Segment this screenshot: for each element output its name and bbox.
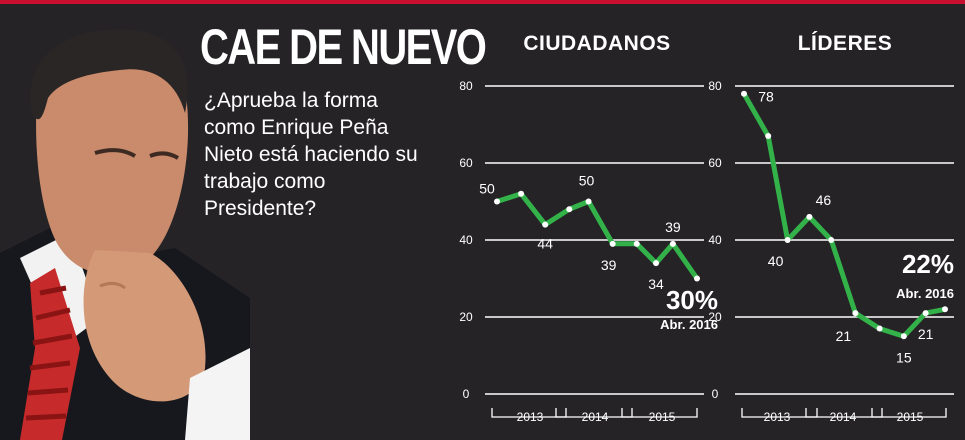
data-point (494, 198, 500, 205)
data-point (852, 310, 859, 317)
y-tick-label: 80 (708, 79, 722, 93)
year-bracket (555, 408, 633, 418)
data-point (900, 333, 907, 340)
data-label: 78 (758, 89, 774, 105)
year-bracket (621, 408, 698, 418)
latest-value: 22% (902, 249, 954, 279)
x-tick-label: 2013 (764, 410, 791, 424)
latest-date: Abr. 2016 (896, 286, 954, 301)
y-tick-label: 60 (459, 156, 473, 170)
data-label: 39 (601, 257, 617, 273)
data-point (828, 237, 835, 243)
chart-headline: CAE DE NUEVO (200, 19, 487, 75)
data-label: 34 (648, 276, 664, 292)
data-point (876, 325, 883, 332)
data-label: 46 (816, 192, 832, 208)
survey-question: ¿Aprueba la forma como Enrique Peña Niet… (204, 89, 418, 220)
y-tick-label: 20 (708, 310, 722, 324)
data-point (806, 213, 813, 220)
y-tick-label: 20 (459, 310, 473, 324)
data-label: 40 (768, 253, 784, 269)
data-label: 39 (665, 219, 681, 235)
president-photo (0, 18, 250, 440)
data-point (633, 240, 640, 247)
year-bracket (805, 408, 883, 418)
latest-date: Abr. 2016 (660, 317, 718, 332)
y-tick-label: 80 (459, 79, 473, 93)
data-point (542, 221, 549, 228)
data-point (609, 240, 616, 247)
x-tick-label: 2015 (649, 410, 676, 424)
data-point (942, 306, 948, 313)
data-point (653, 260, 660, 267)
x-tick-label: 2014 (582, 410, 609, 424)
data-label: 44 (537, 236, 553, 252)
panel-title: CIUDADANOS (523, 32, 670, 55)
data-point (741, 90, 747, 97)
chart-ciudadanos: CIUDADANOS 0 20 40 60 80 2013 2014 2015 50 44 50 39 3… (459, 32, 718, 424)
data-point (669, 240, 676, 247)
y-tick-label: 60 (708, 156, 722, 170)
y-tick-label: 40 (708, 233, 722, 247)
top-accent-bar (0, 0, 965, 4)
x-tick-label: 2015 (897, 410, 924, 424)
data-point (566, 206, 573, 213)
data-label: 50 (479, 181, 495, 197)
data-label: 50 (579, 173, 595, 189)
y-tick-label: 0 (463, 387, 470, 401)
chart-lideres: LÍDERES 0 20 40 60 80 2013 2014 2015 78 40 46 21 15 21… (708, 32, 954, 424)
data-point (694, 275, 700, 282)
y-tick-label: 40 (459, 233, 473, 247)
series-line (741, 91, 948, 339)
data-label: 15 (896, 349, 912, 365)
year-bracket (871, 408, 947, 418)
data-label: 21 (918, 326, 934, 342)
latest-value: 30% (666, 285, 718, 315)
data-point (784, 237, 791, 243)
year-bracket (491, 408, 567, 418)
series-line (494, 191, 700, 281)
x-tick-label: 2013 (517, 410, 544, 424)
data-point (922, 310, 929, 317)
data-point (765, 133, 772, 140)
y-tick-label: 0 (712, 387, 719, 401)
data-point (518, 190, 525, 197)
panel-title: LÍDERES (798, 32, 893, 55)
data-point (585, 198, 592, 205)
year-bracket (741, 408, 818, 418)
x-tick-label: 2014 (830, 410, 857, 424)
data-label: 21 (836, 328, 852, 344)
